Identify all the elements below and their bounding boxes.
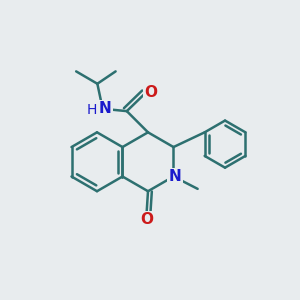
Text: N: N	[169, 169, 181, 184]
Text: H: H	[86, 103, 97, 117]
Text: O: O	[140, 212, 153, 227]
Text: O: O	[144, 85, 157, 100]
Text: N: N	[99, 101, 111, 116]
